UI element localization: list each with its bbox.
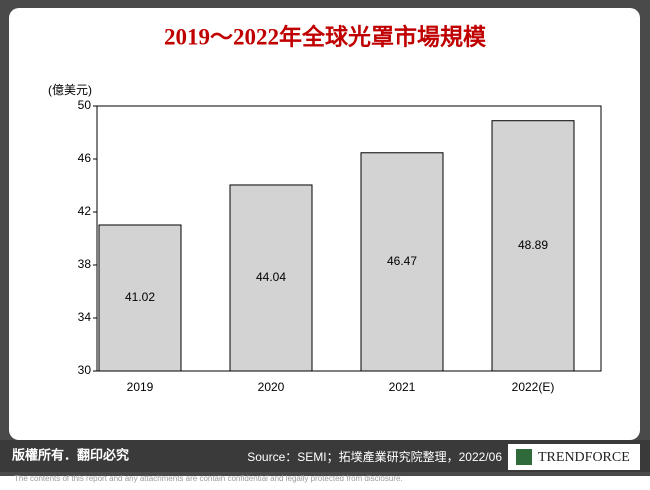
bar <box>360 152 444 372</box>
x-tick-label: 2020 <box>258 380 285 394</box>
y-tick-label: 46 <box>78 151 92 165</box>
bar <box>229 184 313 372</box>
copyright: 版權所有．翻印必究 <box>12 447 129 462</box>
value-label: 44.04 <box>256 270 286 284</box>
y-tick-label: 34 <box>78 310 92 324</box>
y-axis-label: (億美元) <box>48 83 92 97</box>
value-label: 46.47 <box>387 254 417 268</box>
value-label: 41.02 <box>125 290 155 304</box>
y-tick-label: 38 <box>78 257 92 271</box>
y-tick-label: 50 <box>78 98 92 112</box>
bar <box>491 120 575 372</box>
x-tick-label: 2022(E) <box>512 380 555 394</box>
source: Source：SEMI；拓墣產業研究院整理，2022/06 <box>247 449 502 464</box>
logo-icon <box>516 449 532 465</box>
x-tick-label: 2019 <box>127 380 154 394</box>
bar <box>98 224 182 372</box>
plot-area <box>96 105 602 372</box>
value-label: 48.89 <box>518 238 548 252</box>
chart-title: 2019～2022年全球光罩市場規模 <box>164 23 487 49</box>
x-tick-label: 2021 <box>389 380 416 394</box>
y-tick-label: 42 <box>78 204 92 218</box>
logo: TRENDFORCE <box>538 450 630 465</box>
disclaimer: The contents of this report and any atta… <box>14 474 403 483</box>
y-tick-label: 30 <box>78 363 92 377</box>
